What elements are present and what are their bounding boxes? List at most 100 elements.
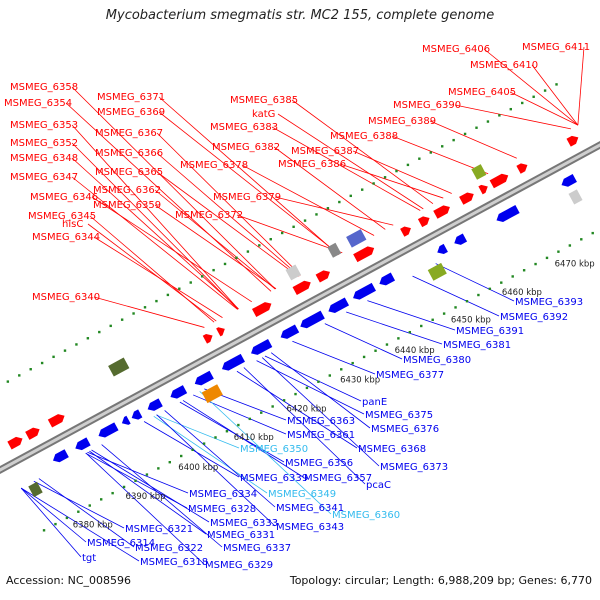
- callout-line: [156, 171, 299, 277]
- callout-line: [241, 164, 375, 236]
- tick-dot: [225, 430, 229, 433]
- callout-line: [156, 132, 301, 276]
- callout-line: [270, 352, 371, 429]
- gene-label-top: MSMEG_6372: [175, 210, 243, 221]
- gene-arrow: [25, 427, 40, 440]
- gene-label-bottom: MSMEG_6321: [125, 524, 193, 535]
- tick-dot: [271, 405, 274, 408]
- gene-label-top: MSMEG_6385: [230, 95, 298, 106]
- gene-arrow: [194, 370, 214, 386]
- callout-line: [352, 150, 452, 194]
- gene-label-top: MSMEG_6344: [32, 232, 100, 243]
- tick-dot: [418, 157, 421, 160]
- gene-shape: [285, 264, 302, 281]
- gene-arrow: [147, 398, 163, 411]
- gene-label-bottom: tgt: [82, 553, 96, 564]
- gene-label-top: MSMEG_6405: [448, 87, 516, 98]
- tick-dot: [326, 207, 330, 210]
- tick-dot: [534, 262, 537, 266]
- gene-label-top: MSMEG_6378: [180, 160, 248, 171]
- tick-label: 6410 kbp: [234, 433, 274, 443]
- tick-dot: [42, 529, 46, 532]
- gene-shape: [75, 437, 91, 451]
- callout-line: [91, 196, 252, 303]
- gene-arrow: [300, 310, 325, 329]
- gene-block: [285, 264, 302, 281]
- gene-block: [427, 262, 447, 281]
- gene-shape: [147, 398, 163, 411]
- gene-label-bottom: MSMEG_6333: [210, 518, 278, 529]
- gene-label-top: MSMEG_6406: [422, 44, 490, 55]
- tick-label: 6400 kbp: [178, 463, 218, 473]
- tick-dot: [86, 337, 90, 340]
- gene-arrow: [516, 163, 528, 174]
- callout-line: [273, 146, 386, 230]
- gene-label-bottom: MSMEG_6318: [140, 557, 208, 568]
- callout-line: [93, 296, 205, 328]
- tick-dot: [395, 169, 398, 173]
- tick-dot: [54, 522, 57, 526]
- tick-dot: [463, 132, 467, 136]
- tick-dot: [488, 287, 492, 291]
- tick-dot: [441, 145, 444, 148]
- gene-label-bottom: MSMEG_6329: [205, 560, 273, 571]
- gene-label-bottom: MSMEG_6392: [500, 312, 568, 323]
- callout-line: [199, 391, 332, 515]
- gene-label-top: MSMEG_6362: [93, 185, 161, 196]
- tick-dot: [109, 324, 112, 328]
- gene-arrow: [202, 333, 213, 344]
- callout-line: [182, 400, 304, 478]
- callout-line: [292, 340, 376, 375]
- tick-dot: [442, 312, 446, 315]
- tick-dot: [52, 355, 55, 359]
- tick-dot: [555, 83, 558, 86]
- gene-arrow: [417, 216, 430, 228]
- gene-features: [7, 135, 583, 498]
- callout-line: [261, 357, 380, 467]
- tick-dot: [406, 163, 410, 167]
- tick-dot: [98, 330, 101, 334]
- tick-dot: [134, 479, 137, 482]
- callout-line: [89, 450, 207, 535]
- gene-label-top: MSMEG_6348: [10, 153, 78, 164]
- tick-dot: [65, 516, 69, 520]
- gene-shape: [108, 357, 130, 377]
- gene-label-bottom: MSMEG_6363: [287, 416, 355, 427]
- callout-line: [153, 415, 268, 494]
- tick-dot: [591, 231, 594, 235]
- gene-labels: MSMEG_6411 MSMEG_6406 MSMEG_6410 MSMEG_6405…: [4, 42, 590, 571]
- tick-dot: [111, 491, 114, 495]
- backbone-highlight: [0, 143, 600, 472]
- gene-label-top: MSMEG_6389: [368, 116, 436, 127]
- gene-label-top: MSMEG_6365: [95, 167, 163, 178]
- tick-dot: [522, 269, 526, 272]
- gene-arrow: [478, 184, 488, 195]
- callout-line: [274, 196, 394, 226]
- gene-block: [28, 481, 43, 498]
- gene-label-bottom: MSMEG_6381: [443, 340, 511, 351]
- gene-arrow: [221, 353, 245, 371]
- gene-label-bottom: MSMEG_6361: [287, 430, 355, 441]
- tick-dot: [180, 454, 183, 458]
- callout-line: [85, 452, 205, 565]
- gene-label-top: MSMEG_6346: [30, 192, 98, 203]
- callout-line: [346, 311, 443, 345]
- gene-shape: [131, 409, 143, 420]
- tick-dot: [498, 114, 501, 117]
- gene-arrow: [251, 302, 272, 317]
- gene-arrow: [454, 233, 468, 245]
- tick-dot: [120, 318, 124, 321]
- tick-dot: [223, 262, 227, 266]
- tick-dot: [212, 268, 215, 272]
- gene-label-top: MSMEG_6387: [291, 146, 359, 157]
- gene-shape: [353, 282, 376, 300]
- callout-line: [291, 99, 434, 204]
- callout-line: [243, 367, 366, 485]
- gene-shape: [454, 233, 468, 245]
- gene-shape: [194, 370, 214, 386]
- gene-shape: [292, 280, 311, 295]
- callout-line: [93, 236, 223, 318]
- tick-dot: [315, 213, 318, 216]
- gene-shape: [489, 173, 509, 189]
- gene-label-top: MSMEG_6371: [97, 92, 165, 103]
